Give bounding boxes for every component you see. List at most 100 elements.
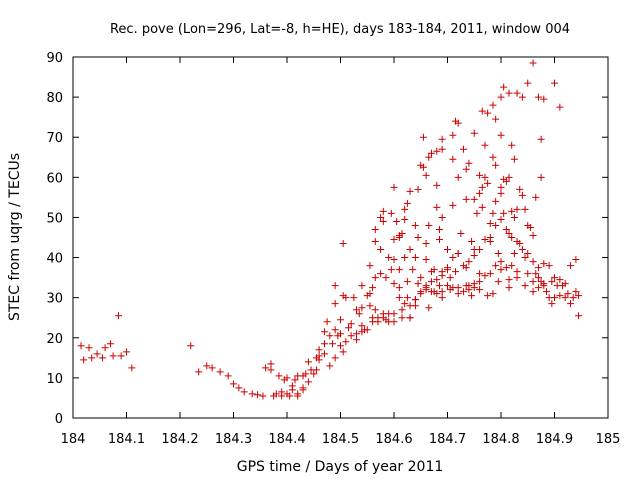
data-point [427, 149, 435, 157]
data-point [425, 221, 433, 229]
data-point [339, 348, 347, 356]
data-point [513, 274, 521, 282]
y-axis: 0 10 20 30 40 50 60 70 80 90 [46, 51, 608, 427]
data-point [353, 336, 361, 344]
data-point [435, 236, 443, 244]
data-point [534, 264, 542, 272]
data-point [425, 304, 433, 312]
data-point [484, 179, 492, 187]
x-tick-label: 185 [596, 432, 621, 447]
data-point [548, 300, 556, 308]
y-tick-label: 0 [55, 412, 63, 427]
data-point [366, 262, 374, 270]
x-tick-label: 184.7 [429, 432, 466, 447]
data-point [414, 185, 422, 193]
data-point [521, 205, 529, 213]
data-point [529, 231, 537, 239]
data-point [481, 272, 489, 280]
data-point [401, 300, 409, 308]
data-point [444, 282, 451, 290]
data-point [366, 302, 374, 310]
data-point [481, 236, 489, 244]
data-point [444, 264, 451, 272]
data-point [433, 276, 441, 284]
data-point [492, 262, 500, 270]
data-point [449, 284, 457, 292]
data-point [353, 330, 361, 338]
data-point [326, 332, 334, 340]
data-point [419, 163, 427, 171]
data-point [395, 234, 403, 241]
data-point [556, 292, 564, 300]
data-point [567, 262, 575, 270]
data-point [476, 278, 484, 286]
data-point [377, 213, 385, 221]
data-point [510, 250, 518, 258]
data-point [395, 266, 403, 274]
x-tick-label: 184.8 [482, 432, 519, 447]
plot-frame [72, 56, 609, 419]
data-point [462, 195, 470, 203]
data-point [497, 93, 505, 101]
chart-title: Rec. pove (Lon=296, Lat=-8, h=HE), days … [110, 22, 570, 37]
data-point [532, 270, 540, 278]
data-point [358, 282, 366, 290]
data-point [465, 286, 473, 294]
data-point [337, 330, 344, 338]
data-point [88, 354, 96, 362]
data-point [422, 284, 430, 292]
data-point [497, 189, 505, 197]
data-point [377, 270, 385, 278]
data-point [486, 219, 494, 227]
data-point [425, 153, 433, 161]
data-point [476, 171, 484, 179]
data-point [524, 79, 532, 87]
data-point [398, 306, 406, 314]
data-point [398, 314, 406, 322]
data-point [371, 274, 379, 282]
data-point [497, 215, 505, 223]
data-point [114, 312, 122, 320]
data-point [468, 292, 476, 300]
data-point [117, 352, 125, 360]
data-point [427, 288, 435, 296]
data-point [401, 205, 409, 213]
data-point [468, 238, 476, 246]
data-point [521, 282, 529, 290]
data-point [98, 354, 106, 362]
data-point [460, 262, 468, 270]
data-point [339, 240, 347, 248]
data-point [529, 288, 537, 296]
data-point [435, 225, 443, 233]
data-point [500, 83, 508, 91]
y-tick-label: 80 [46, 91, 63, 106]
data-point [529, 258, 537, 266]
data-point [235, 384, 243, 392]
data-point [567, 300, 575, 308]
data-point [534, 274, 542, 282]
data-point [484, 292, 492, 300]
data-point [561, 280, 569, 288]
data-point [438, 288, 446, 296]
data-point [438, 145, 446, 153]
data-point [438, 213, 446, 221]
data-point [518, 191, 526, 199]
data-point [353, 306, 361, 314]
data-point [262, 364, 270, 372]
data-point [513, 89, 521, 97]
data-point [342, 294, 350, 302]
data-point [379, 314, 387, 322]
data-point [433, 203, 441, 211]
data-point [275, 372, 283, 380]
data-point [516, 185, 524, 193]
data-point [476, 270, 484, 278]
data-point [481, 141, 489, 149]
data-point [187, 342, 195, 350]
data-point [505, 284, 513, 292]
data-point [272, 390, 280, 398]
data-point [470, 129, 478, 137]
data-point [240, 388, 248, 396]
data-point [414, 234, 422, 241]
data-point [411, 254, 419, 262]
data-point [521, 254, 529, 262]
